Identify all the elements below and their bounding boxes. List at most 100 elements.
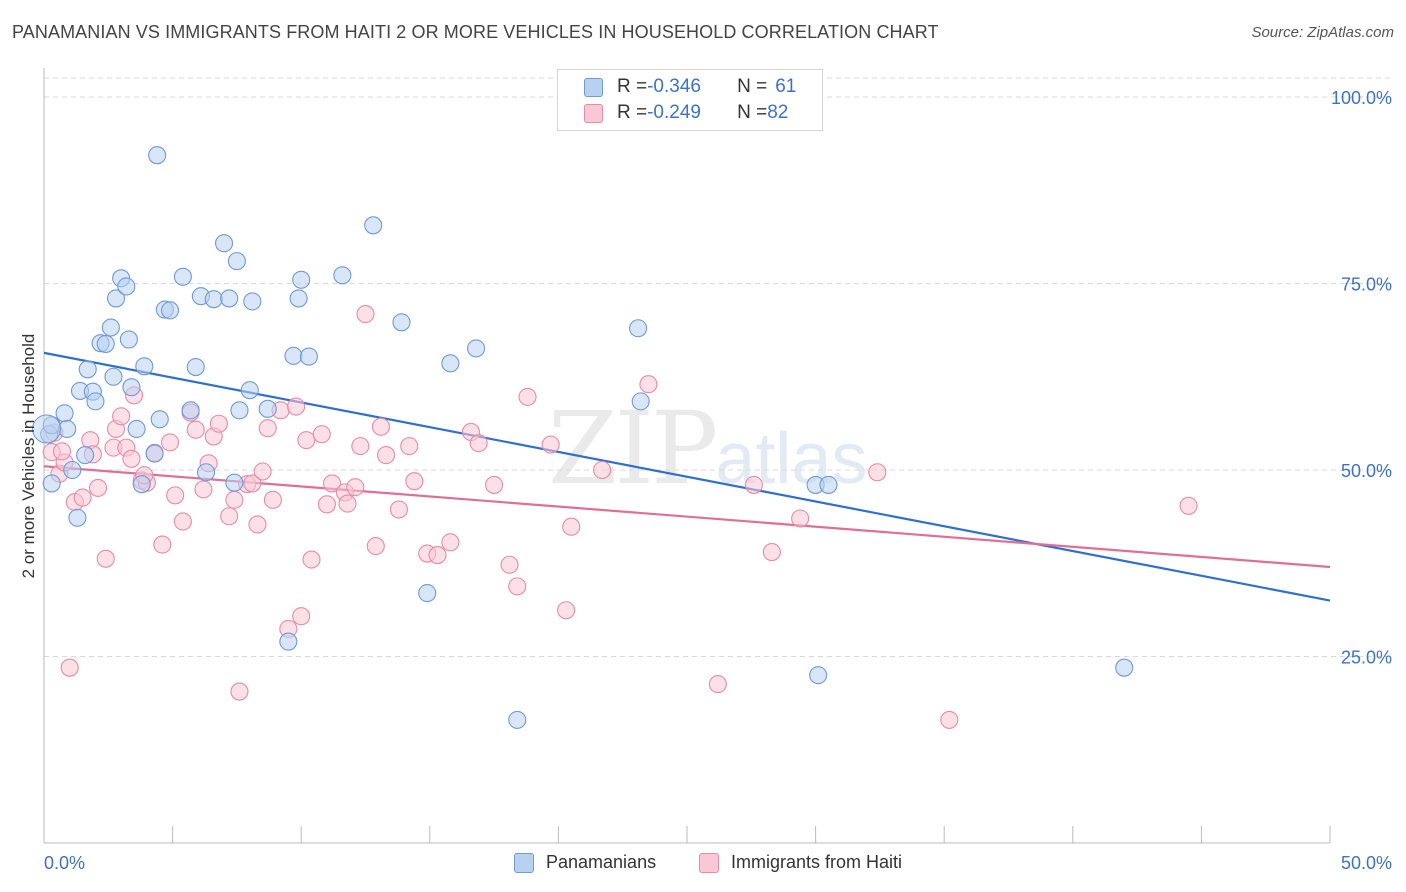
panamanian-point (132, 475, 151, 494)
panamanian-point (78, 360, 97, 379)
haiti-point (166, 486, 185, 505)
panamanian-point (220, 289, 239, 308)
panamanian-point (145, 444, 164, 463)
panamanian-point (418, 584, 437, 603)
haiti-point (194, 480, 213, 499)
panamanian-point (106, 289, 126, 308)
panamanian-point (101, 318, 120, 337)
haiti-point (441, 533, 460, 552)
haiti-point (762, 543, 781, 562)
haiti-point (52, 442, 72, 461)
bottom-legend-panamanians: Panamanians (514, 852, 656, 873)
haiti-point (186, 420, 205, 439)
panamanian-point (119, 330, 138, 349)
haiti-point (518, 387, 537, 406)
haiti-point (338, 494, 357, 513)
haiti-point (389, 500, 408, 519)
haiti-point (173, 512, 192, 531)
haiti-point (366, 537, 385, 556)
panamanian-point (186, 358, 205, 377)
y-tick-label: 100.0% (1331, 88, 1392, 108)
haiti-point (405, 472, 424, 491)
panamanian-point (104, 367, 123, 386)
r-label: R = (617, 76, 648, 97)
watermark: ZIPatlas (548, 390, 867, 507)
haiti-point (230, 682, 249, 701)
panamanian-point (196, 463, 216, 482)
panamanian-point (1115, 658, 1134, 677)
panamanian-point (135, 357, 154, 376)
haiti-point (593, 460, 612, 480)
panamanian-trend-line (43, 351, 1331, 602)
haiti-point (253, 462, 272, 481)
haiti-point (209, 414, 228, 433)
n-value: 82 (767, 102, 789, 123)
bottom-legend-haiti: Immigrants from Haiti (699, 852, 902, 873)
panamanian-point (279, 632, 298, 651)
haiti-point (485, 475, 504, 494)
haiti-point (153, 535, 172, 554)
panamanian-point (96, 334, 115, 353)
haiti-point (112, 407, 131, 426)
panamanian-point (127, 419, 146, 439)
blue-swatch-icon (514, 852, 534, 873)
haiti-point (708, 675, 727, 694)
haiti-point (744, 475, 763, 494)
r-label: R = (617, 102, 648, 123)
panamanian-point (225, 473, 244, 492)
n-label: N = (737, 102, 768, 123)
haiti-point (940, 710, 959, 729)
panamanian-point (148, 146, 167, 165)
panamanian-point (243, 292, 262, 311)
haiti-point (258, 419, 277, 438)
blue-swatch-icon (584, 77, 603, 97)
haiti-point (351, 437, 370, 456)
haiti-point (469, 434, 488, 453)
r-value: -0.346 (647, 76, 701, 97)
haiti-point (60, 658, 79, 677)
x-tick-label: 0.0% (44, 853, 85, 873)
panamanian-point (150, 410, 169, 429)
panamanian-point (117, 277, 136, 296)
panamanian-point (809, 666, 828, 685)
panamanian-point (68, 508, 87, 527)
panamanian-point (160, 301, 180, 320)
haiti-point (160, 433, 180, 452)
haiti-point (323, 474, 342, 493)
y-tick-label: 25.0% (1341, 648, 1392, 668)
panamanian-point (86, 392, 105, 411)
stats-legend: R = -0.346 N = 61 R = -0.249 N = 82 (557, 69, 823, 131)
panamanian-point (441, 354, 460, 373)
panamanian-point (392, 313, 411, 332)
haiti-point (371, 417, 390, 436)
panamanian-point (819, 475, 838, 494)
panamanian-point (42, 474, 61, 493)
panamanian-point (76, 446, 95, 465)
panamanian-point (173, 267, 192, 286)
haiti-point (248, 515, 267, 534)
haiti-point (122, 449, 141, 468)
n-label: N = (737, 76, 768, 97)
haiti-point (287, 397, 306, 416)
panamanian-point (32, 414, 62, 444)
haiti-point (317, 495, 336, 514)
haiti-point (96, 549, 115, 568)
pink-swatch-icon (699, 852, 719, 873)
haiti-point (292, 607, 311, 626)
panamanian-point (55, 404, 74, 423)
haiti-point (225, 490, 244, 509)
haiti-point (791, 509, 810, 528)
haiti-point (639, 375, 658, 394)
panamanian-point (258, 399, 277, 418)
data-points (32, 146, 1198, 729)
panamanian-point (289, 289, 308, 308)
haiti-point (868, 463, 887, 482)
panamanian-point (364, 216, 383, 235)
legend-row-panamanians: R = -0.346 N = 61 (584, 74, 796, 100)
panamanian-point (214, 234, 234, 253)
r-value: -0.249 (647, 102, 701, 123)
haiti-point (557, 601, 576, 620)
x-tick-label: 50.0% (1341, 853, 1392, 873)
haiti-point (377, 446, 396, 465)
chart-title: PANAMANIAN VS IMMIGRANTS FROM HAITI 2 OR… (12, 22, 939, 42)
